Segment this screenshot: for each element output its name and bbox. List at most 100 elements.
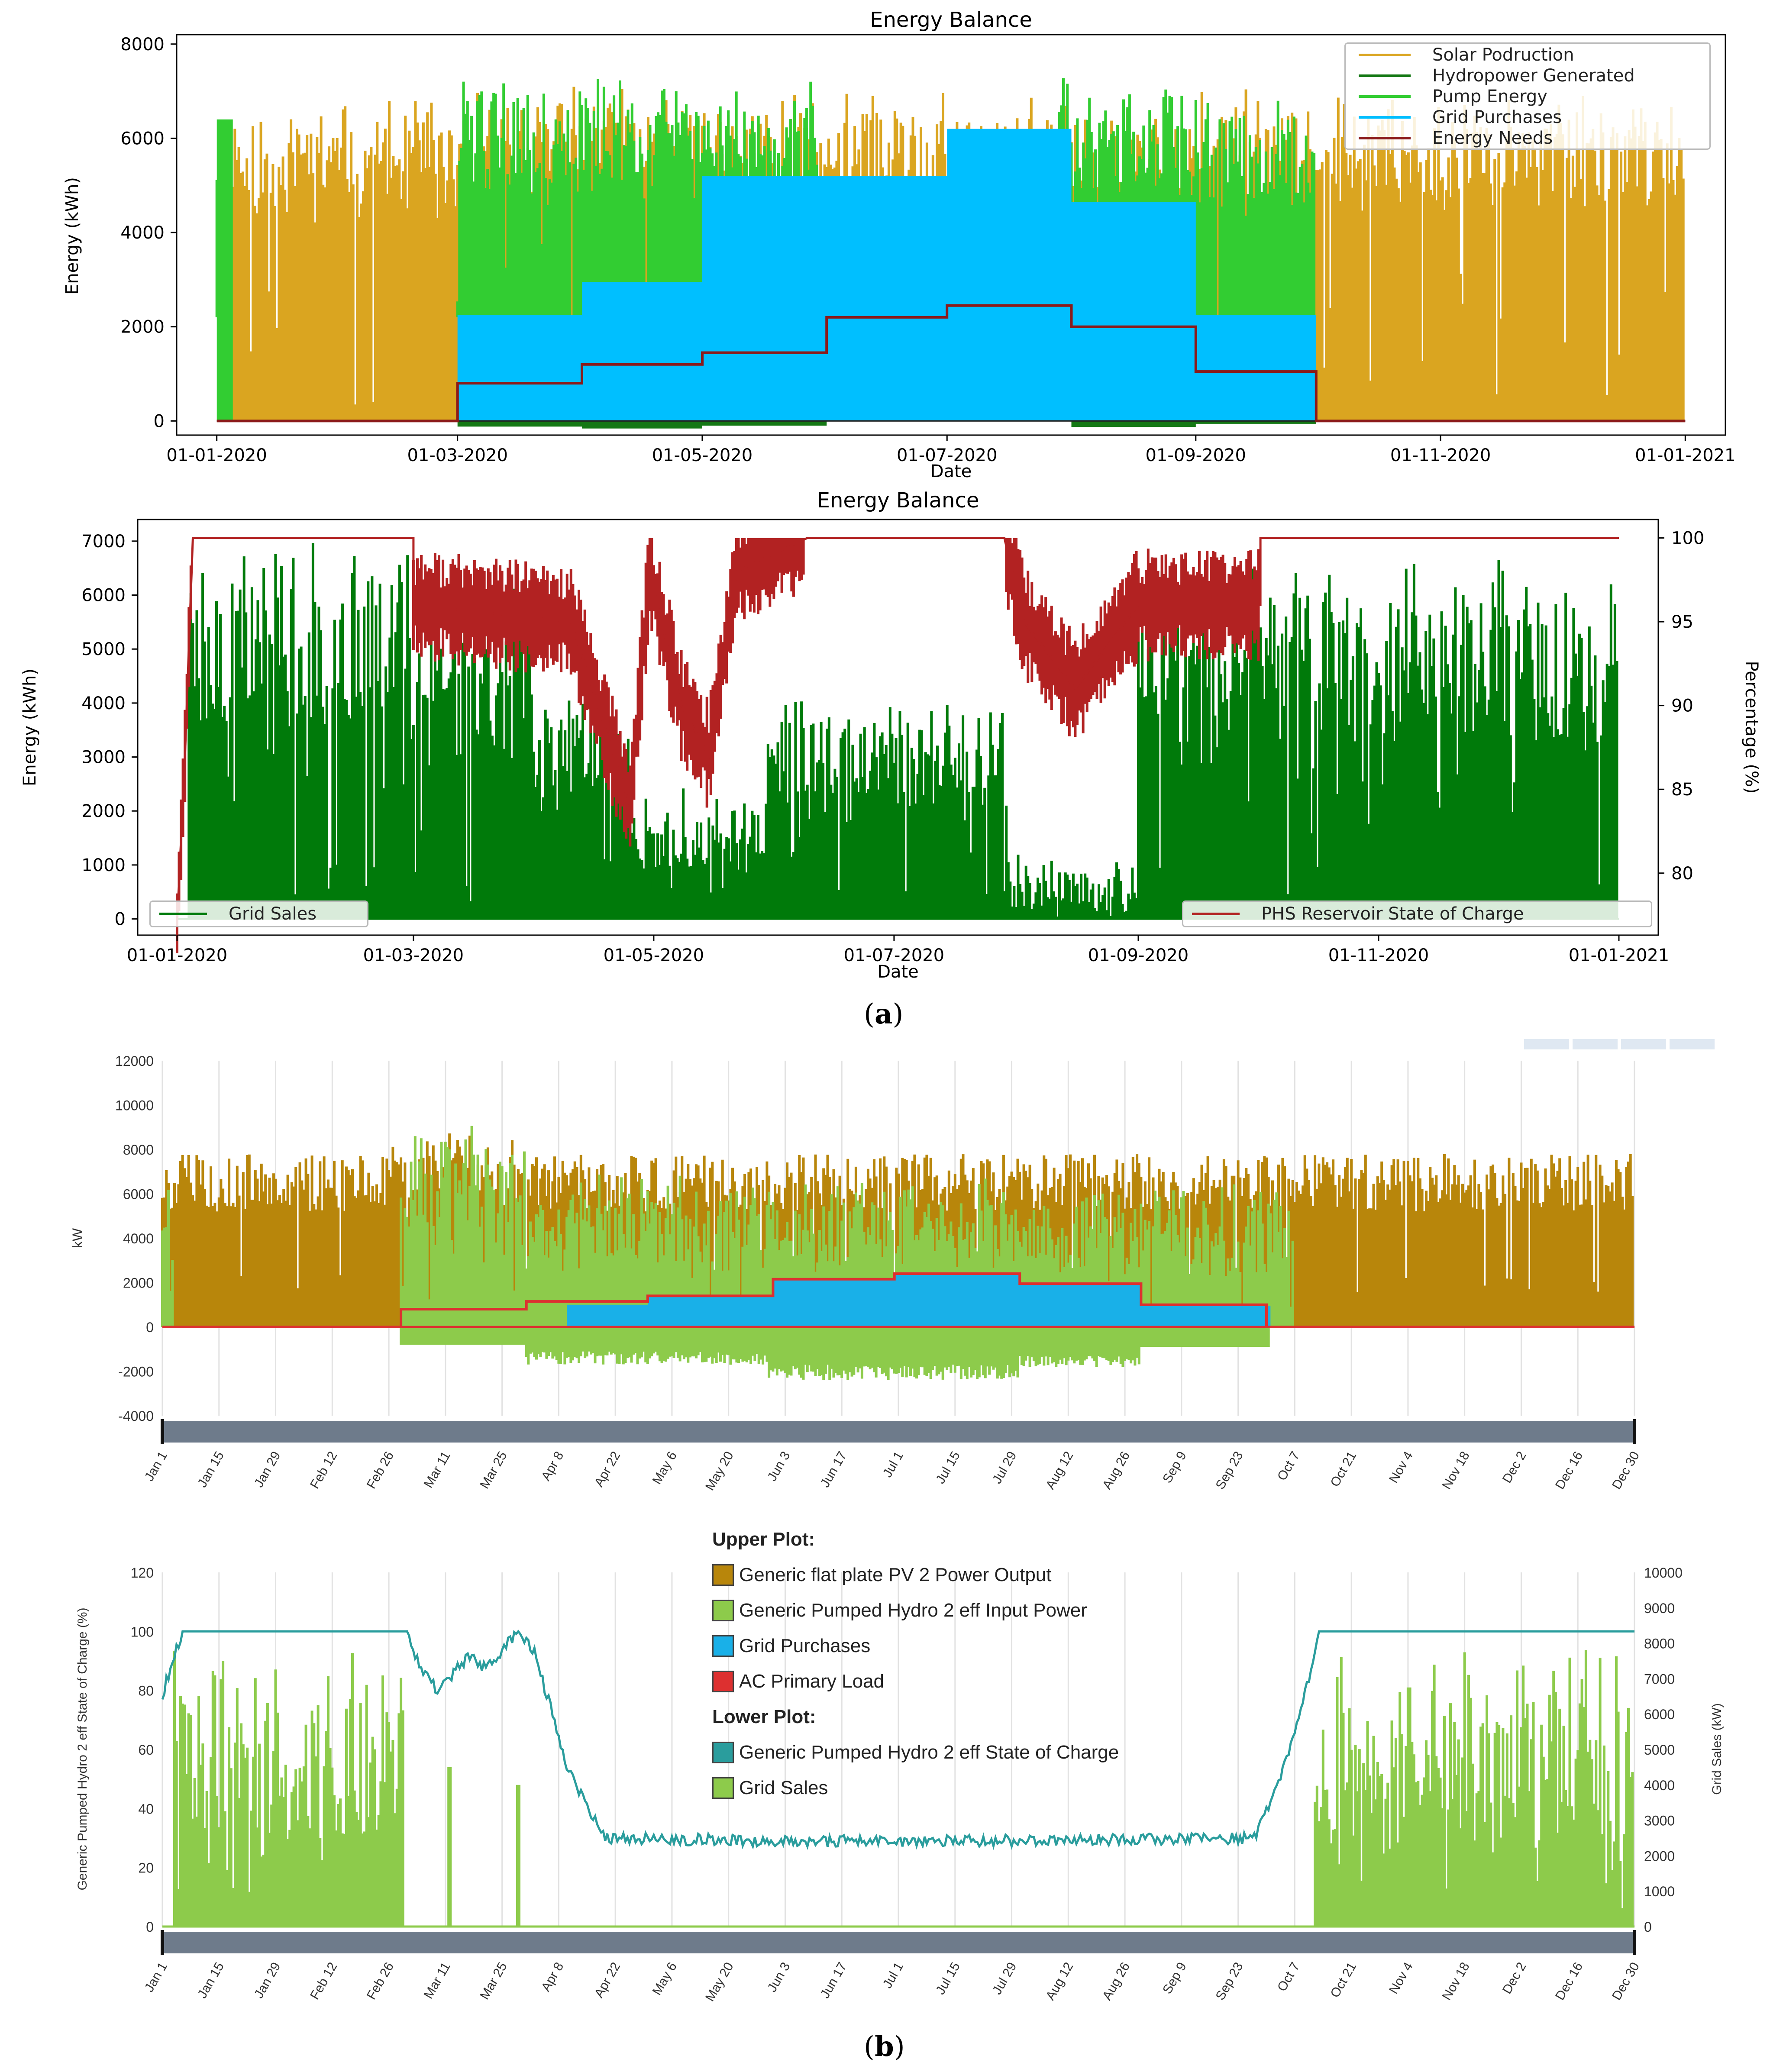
legend-label: Generic flat plate PV 2 Power Output xyxy=(739,1564,1052,1585)
y2-tick-label: 4000 xyxy=(1644,1778,1675,1793)
panel-label-a: (a) xyxy=(864,998,903,1030)
x-tick-label: Mar 11 xyxy=(421,1449,453,1490)
x-tick-label: Nov 4 xyxy=(1386,1449,1416,1485)
x-tick-label: 01-03-2020 xyxy=(407,445,507,465)
x-tick-label: Dec 2 xyxy=(1500,1449,1529,1485)
y2-axis-label: Percentage (%) xyxy=(1741,661,1761,794)
toolbar-tab xyxy=(1573,1039,1618,1049)
x-tick-label: 01-01-2020 xyxy=(166,445,267,465)
x-tick-label: Jul 1 xyxy=(880,1449,906,1480)
y2-tick-label: 1000 xyxy=(1644,1884,1675,1899)
y-tick-label: 5000 xyxy=(81,639,126,659)
legend-a2-right: PHS Reservoir State of Charge xyxy=(1182,900,1652,927)
legend-label: Grid Sales xyxy=(739,1777,828,1798)
x-tick-label: May 20 xyxy=(703,1960,736,2004)
legend-label: Generic Pumped Hydro 2 eff Input Power xyxy=(739,1600,1087,1621)
legend-label: Grid Purchases xyxy=(739,1635,871,1656)
x-axis-label: Date xyxy=(877,962,919,982)
x-tick-label: 01-01-2021 xyxy=(1635,445,1735,465)
legend-lower-header: Lower Plot: xyxy=(712,1706,816,1727)
legend-swatch xyxy=(1359,95,1411,98)
x-tick-label: Oct 7 xyxy=(1275,1960,1302,1994)
y2-tick-label: 80 xyxy=(1671,864,1693,884)
series-grid-sales xyxy=(173,1650,1634,1927)
y-tick-label: 20 xyxy=(138,1860,154,1876)
y2-tick-label: 6000 xyxy=(1644,1707,1675,1722)
x-tick-label: Jun 17 xyxy=(818,1449,850,1490)
x-tick-label: Mar 11 xyxy=(421,1960,453,2001)
y2-tick-label: 3000 xyxy=(1644,1813,1675,1829)
x-tick-label: 01-05-2020 xyxy=(604,946,704,965)
legend-swatch xyxy=(712,1777,734,1799)
toolbar-tab xyxy=(1524,1039,1569,1049)
series-grid-sales-spike xyxy=(516,1785,520,1927)
legend-item-grid-sales-b: Grid Sales xyxy=(712,1770,1119,1806)
y-tick-label: 7000 xyxy=(81,532,126,552)
legend-swatch xyxy=(712,1564,734,1586)
x-tick-label: Aug 26 xyxy=(1100,1449,1133,1492)
legend-label: Energy Needs xyxy=(1432,128,1553,148)
legend-swatch xyxy=(1359,116,1411,119)
x-tick-label: Feb 26 xyxy=(364,1960,397,2002)
y-tick-label: 2000 xyxy=(120,317,165,337)
x-tick-label: Feb 26 xyxy=(364,1449,397,1491)
x-tick-label: 01-01-2020 xyxy=(127,946,227,965)
x-tick-label: Jun 17 xyxy=(818,1960,850,2001)
panel-letter: a xyxy=(874,998,893,1030)
y2-tick-label: 7000 xyxy=(1644,1671,1675,1687)
x-tick-label: Mar 25 xyxy=(477,1449,510,1491)
y-tick-label: 8000 xyxy=(120,35,165,55)
x-tick-label: Jan 15 xyxy=(195,1449,227,1490)
y-tick-label: 1000 xyxy=(81,855,126,875)
toolbar-tab xyxy=(1670,1039,1715,1049)
y-tick-label: 100 xyxy=(131,1624,154,1640)
legend-swatch xyxy=(159,913,207,915)
legend-swatch xyxy=(1359,74,1411,77)
chart-title: Energy Balance xyxy=(817,488,979,513)
y2-axis-label: Grid Sales (kW) xyxy=(1710,1703,1724,1795)
legend-item-hydro: Hydropower Generated xyxy=(1359,65,1635,86)
x-tick-label: Oct 21 xyxy=(1328,1449,1359,1489)
y-tick-label: 6000 xyxy=(81,586,126,606)
x-tick-label: Sep 9 xyxy=(1160,1449,1189,1485)
x-tick-label: Dec 16 xyxy=(1553,1960,1586,2003)
x-tick-label: Aug 12 xyxy=(1043,1449,1076,1492)
legend-swatch xyxy=(712,1742,734,1763)
y-tick-label: 8000 xyxy=(123,1142,154,1158)
chart-b1: -4000 -2000 0 2000 4000 6000 8000 10000 12000 kW J… xyxy=(70,1039,1715,1493)
legend-swatch xyxy=(712,1600,734,1621)
y-tick-label: -2000 xyxy=(118,1364,154,1380)
series-grid-purchases xyxy=(567,1275,1271,1327)
x-tick-label: Feb 12 xyxy=(307,1449,340,1491)
x-tick-label: Jul 29 xyxy=(990,1449,1020,1486)
scrollbar-handle-left xyxy=(161,1419,164,1444)
legend-swatch xyxy=(712,1671,734,1692)
scrollbar-handle-right xyxy=(1633,1419,1636,1444)
y-tick-label: 6000 xyxy=(120,129,165,148)
y2-tick-label: 8000 xyxy=(1644,1636,1675,1652)
y-axis-label: Energy (kWh) xyxy=(20,668,40,786)
y-tick-label: 6000 xyxy=(123,1187,154,1202)
x-tick-label: Sep 23 xyxy=(1213,1449,1246,1492)
scrollbar-handle-left xyxy=(161,1930,164,1955)
x-tick-label: Jul 1 xyxy=(880,1960,906,1991)
legend-item-pump-input: Generic Pumped Hydro 2 eff Input Power xyxy=(712,1593,1119,1628)
chart-a2: 0 1000 2000 3000 4000 5000 6000 7000 80 85 90 95 100… xyxy=(20,488,1761,982)
toolbar-tab xyxy=(1621,1039,1666,1049)
timeline-scrollbar xyxy=(162,1932,1634,1953)
x-tick-label: Jan 29 xyxy=(252,1449,284,1490)
legend-upper-header: Upper Plot: xyxy=(712,1529,815,1550)
scrollbar-handle-right xyxy=(1633,1930,1636,1955)
y-tick-label: 10000 xyxy=(115,1098,154,1113)
y-tick-label: 12000 xyxy=(115,1053,154,1069)
x-tick-label: Aug 12 xyxy=(1043,1960,1076,2003)
y-tick-label: 4000 xyxy=(123,1231,154,1246)
legend-swatch xyxy=(712,1635,734,1657)
x-tick-label: Jul 29 xyxy=(990,1960,1020,1997)
legend-label: PHS Reservoir State of Charge xyxy=(1261,904,1524,924)
legend-item-pump: Pump Energy xyxy=(1359,86,1547,107)
y2-tick-label: 5000 xyxy=(1644,1742,1675,1758)
x-tick-label: Jul 15 xyxy=(933,1449,963,1486)
x-tick-label: 01-11-2020 xyxy=(1390,445,1491,465)
